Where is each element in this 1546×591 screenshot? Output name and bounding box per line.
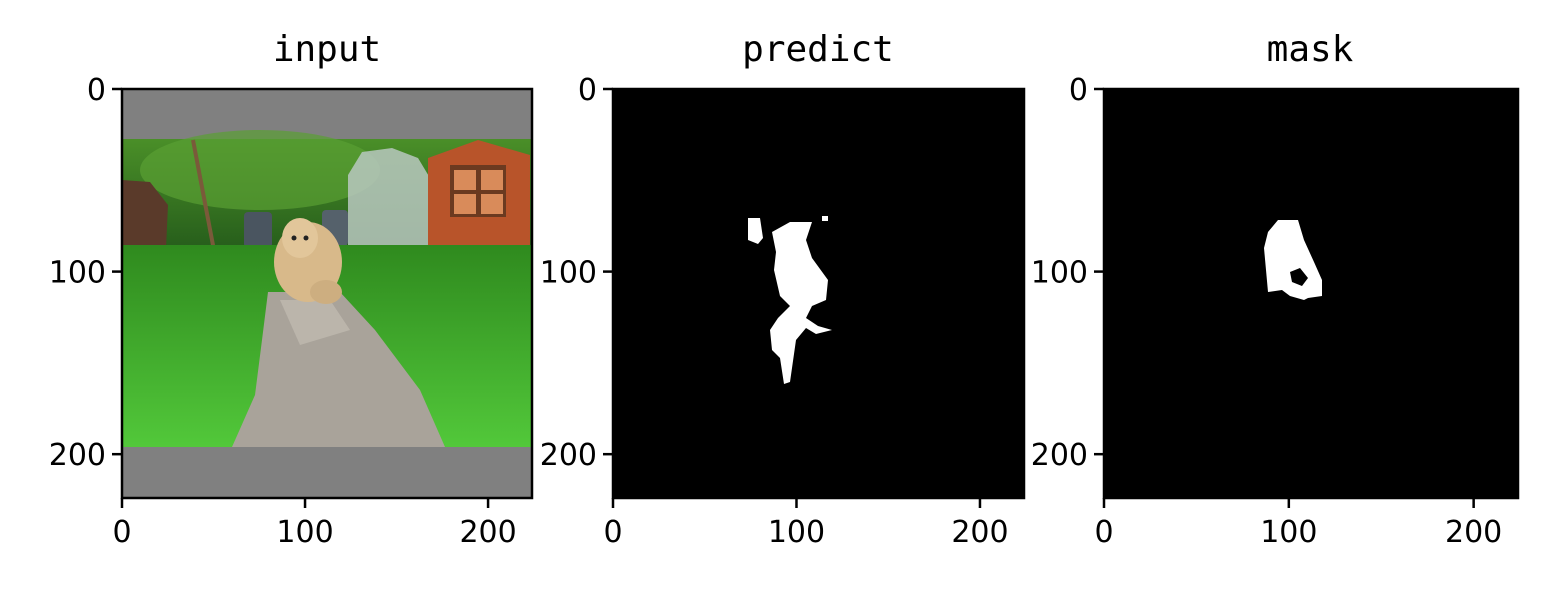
- ytick-label-input-0: 0: [87, 73, 106, 108]
- panel-mask: mask 0 100 200 0 100 200: [1031, 29, 1520, 550]
- predict-blob-main: [770, 222, 832, 384]
- ytick-label-predict-100: 100: [540, 256, 597, 291]
- xtick-label-mask-0: 0: [1094, 515, 1113, 550]
- mask-blob: [1264, 220, 1322, 300]
- xtick-label-mask-200: 200: [1445, 515, 1502, 550]
- panel-title-mask: mask: [1267, 29, 1354, 70]
- ytick-label-mask-100: 100: [1031, 256, 1088, 291]
- ticks-predict: 0 100 200 0 100 200: [540, 73, 1009, 550]
- axes-frame-input: [120, 87, 534, 500]
- panel-input: input: [49, 29, 534, 550]
- panel-predict: predict 0 100 200 0 100 200: [540, 29, 1026, 550]
- greenhouse: [348, 148, 430, 245]
- ytick-label-input-100: 100: [49, 256, 106, 291]
- ytick-label-mask-200: 200: [1031, 438, 1088, 473]
- ytick-label-mask-0: 0: [1069, 73, 1088, 108]
- predict-speck: [822, 216, 828, 221]
- panel-title-predict: predict: [742, 29, 894, 70]
- input-image: [122, 89, 532, 498]
- xtick-label-predict-200: 200: [951, 515, 1008, 550]
- xtick-label-input-200: 200: [459, 515, 516, 550]
- predict-blob-small: [748, 218, 763, 244]
- axes-frame-mask: [1102, 87, 1520, 500]
- predict-blobs: [748, 216, 832, 384]
- pad-bottom: [122, 447, 532, 498]
- xtick-label-mask-100: 100: [1260, 515, 1317, 550]
- axes-frame-predict: [611, 87, 1026, 500]
- ytick-label-predict-200: 200: [540, 438, 597, 473]
- panel-title-input: input: [273, 29, 381, 70]
- ytick-label-predict-0: 0: [578, 73, 597, 108]
- ticks-mask: 0 100 200 0 100 200: [1031, 73, 1503, 550]
- xtick-label-input-100: 100: [276, 515, 333, 550]
- ytick-label-input-200: 200: [49, 438, 106, 473]
- xtick-label-input-0: 0: [112, 515, 131, 550]
- xtick-label-predict-0: 0: [603, 515, 622, 550]
- xtick-label-predict-100: 100: [768, 515, 825, 550]
- garden-path: [232, 292, 445, 447]
- ticks-input: 0 100 200 0 100 200: [49, 73, 517, 550]
